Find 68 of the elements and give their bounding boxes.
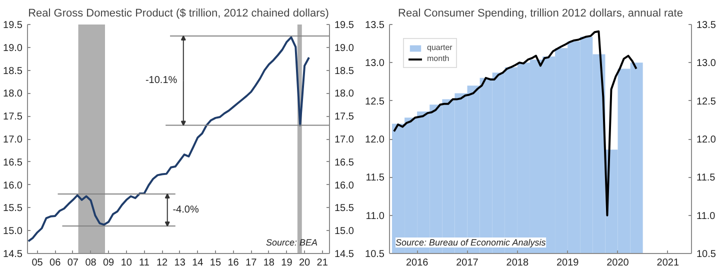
x-tick-label: 2019 [556, 258, 580, 268]
y-tick-label: 11.0 [366, 210, 385, 222]
y2-tick-label: 11.5 [696, 172, 716, 184]
x-tick-label: 10 [120, 258, 132, 268]
x-tick-label: 2018 [506, 258, 529, 268]
x-tick-label: 21 [316, 258, 328, 268]
x-tick-label: 19 [281, 258, 293, 268]
y2-tick-label: 11.0 [696, 210, 716, 222]
annotation: Source: Bureau of Economic Analysis [396, 238, 546, 248]
x-tick-label: 13 [174, 258, 186, 268]
y-tick-label: 16.0 [3, 180, 23, 192]
x-tick-label: 05 [32, 258, 44, 268]
x-tick-label: 11 [139, 258, 150, 268]
x-tick-label: 08 [85, 258, 97, 268]
y-tick-label: 18.0 [3, 88, 23, 100]
x-tick-label: 2020 [606, 258, 630, 268]
y-tick-label: 12.0 [365, 134, 385, 146]
x-tick-label: 2017 [456, 258, 479, 268]
annotation: -10.1% [145, 75, 178, 86]
y2-tick-label: 18.5 [334, 66, 354, 77]
y-tick-label: 17.0 [3, 134, 23, 146]
x-tick-label: 20 [298, 258, 311, 268]
y2-tick-label: 19.5 [334, 20, 354, 31]
chart-title: Real Gross Domestic Product ($ trillion, 2012 chained dollars) [28, 8, 329, 20]
y2-tick-label: 16.5 [334, 157, 354, 168]
y-tick-label: 19.5 [3, 20, 23, 31]
y-tick-label: 14.5 [3, 249, 23, 260]
y2-tick-label: 10.5 [696, 249, 716, 260]
y2-tick-label: 13.0 [696, 58, 716, 70]
x-tick-label: 06 [50, 258, 62, 268]
y-tick-label: 15.5 [3, 203, 23, 214]
y-tick-label: 16.5 [3, 157, 23, 168]
y2-tick-label: 13.5 [696, 20, 716, 31]
legend-label: month [427, 54, 450, 63]
x-tick-label: 16 [228, 258, 240, 268]
y-tick-label: 18.5 [3, 66, 23, 77]
y-tick-label: 15.0 [3, 226, 23, 238]
y2-tick-label: 15.5 [334, 203, 354, 214]
x-tick-label: 2021 [656, 258, 680, 268]
x-tick-label: 18 [263, 258, 275, 268]
line-series [393, 30, 638, 216]
x-tick-label: 15 [210, 258, 222, 268]
y-tick-label: 10.5 [365, 249, 385, 260]
y2-tick-label: 18.0 [334, 88, 354, 100]
x-tick-label: 17 [246, 258, 258, 268]
x-tick-label: 07 [67, 258, 79, 268]
annotation: Source: BEA [266, 238, 318, 248]
legend-label: quarter [427, 43, 452, 52]
y2-tick-label: 17.0 [334, 134, 354, 146]
y-tick-label: 19.0 [3, 42, 23, 54]
y2-tick-label: 19.0 [334, 42, 354, 54]
y-tick-label: 12.5 [365, 96, 385, 108]
y2-tick-label: 16.0 [334, 180, 354, 192]
annotation: -4.0% [172, 204, 199, 216]
y2-tick-label: 14.5 [334, 249, 354, 260]
x-tick-label: 09 [103, 258, 115, 268]
y2-tick-label: 15.0 [334, 226, 354, 238]
chart-title: Real Consumer Spending, trillion 2012 dollars, annual rate [398, 8, 683, 20]
y2-tick-label: 12.0 [696, 134, 716, 146]
x-tick-label: 2016 [406, 258, 429, 268]
y-tick-label: 13.0 [365, 58, 385, 70]
y2-tick-label: 17.5 [334, 112, 354, 123]
y-tick-label: 11.5 [366, 172, 385, 184]
x-tick-label: 14 [192, 258, 204, 268]
x-tick-label: 12 [156, 258, 168, 268]
y2-tick-label: 12.5 [696, 96, 716, 108]
y-tick-label: 13.5 [365, 20, 385, 31]
y-tick-label: 17.5 [3, 112, 23, 123]
